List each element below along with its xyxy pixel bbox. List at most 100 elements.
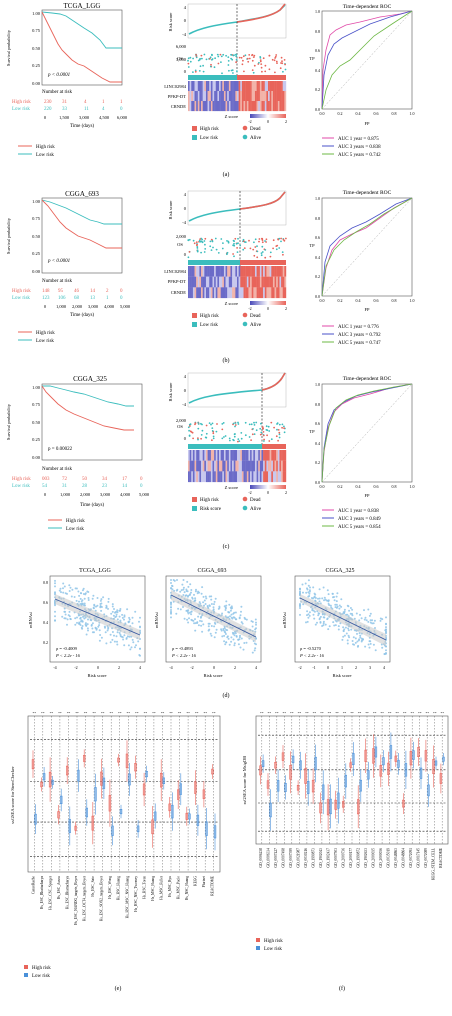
box-category-label: Hs_ESC_Assou: [57, 876, 61, 899]
os-dot: [235, 55, 238, 58]
scatter-point: [214, 631, 217, 634]
box: [409, 751, 413, 766]
scatter-point: [115, 635, 118, 638]
box: [145, 770, 148, 778]
heatmap-cell: [264, 460, 267, 472]
legend-high: High risk: [66, 519, 85, 524]
scatter-point: [217, 607, 220, 610]
significance-mark: **: [358, 711, 362, 715]
roc-xtick: 0.6: [374, 111, 379, 116]
os-dots: [187, 53, 287, 75]
heatmap-cell: [282, 91, 285, 102]
roc-ytick: 0.2: [315, 460, 320, 465]
box-category-label: Hs_ESC_Bhattacharya: [66, 876, 70, 910]
scatter-point: [182, 606, 184, 608]
km-ytick: 0.25: [32, 251, 41, 256]
heatmap-cell: [246, 471, 249, 483]
heatmap-cell: [223, 460, 226, 472]
heatmap-cell: [205, 81, 208, 92]
scatter-point: [119, 635, 122, 638]
heatmap-cell: [274, 81, 277, 92]
box: [314, 756, 317, 771]
heatmap-cell: [197, 471, 200, 483]
scatter-point: [182, 579, 185, 581]
box: [77, 769, 80, 782]
box-category-label: Hs_MSC_Huang: [151, 876, 155, 901]
scatter-point: [64, 610, 67, 613]
scatter-point: [91, 627, 94, 630]
heatmap-cell: [272, 101, 275, 112]
scatter-point: [63, 585, 66, 588]
heatmap-cell: [240, 91, 243, 102]
scatter-point: [123, 618, 125, 621]
box-category-labels: CanceRache Hs_ESC_Bhattacharya Hs_ESC_CSC_…: [31, 875, 214, 925]
heatmap-cell: [214, 276, 216, 288]
os-dot: [261, 241, 264, 244]
os-dot: [238, 440, 241, 442]
heatmap-cell: [246, 276, 249, 288]
os-dot: [201, 57, 203, 60]
os-dot: [227, 56, 230, 58]
scatter-point: [227, 637, 230, 640]
os-dot: [209, 65, 212, 68]
heatmap-cell: [245, 81, 247, 92]
os-dot: [203, 251, 206, 253]
scatter-point: [240, 610, 242, 613]
scatter-xtick: 2: [355, 665, 357, 670]
heatmap-cell: [284, 266, 287, 277]
heatmap-cell: [245, 471, 247, 483]
scatter-point: [204, 595, 207, 598]
scatter-xtick: 4: [383, 665, 385, 670]
os-dot: [273, 59, 276, 62]
roc-yticks: 0.0 0.2 0.4 0.6 0.8 1.0: [315, 9, 320, 112]
km-xtick: 1,500: [59, 115, 70, 121]
heatmap-cell: [266, 287, 269, 299]
heatmap-cell: [223, 101, 226, 112]
scatter-point: [319, 615, 322, 618]
scatter-point: [202, 601, 205, 604]
os-dot: [258, 238, 261, 240]
heatmap-cell: [271, 287, 274, 299]
scatter-point: [77, 590, 80, 593]
scatter-point: [126, 635, 129, 638]
heatmap-cell: [227, 460, 230, 472]
heatmap-cell: [246, 101, 249, 112]
significance-mark: **: [365, 711, 369, 715]
heatmap-cell: [282, 287, 285, 299]
os-dot: [219, 53, 222, 56]
heatmap-cell: [272, 287, 275, 299]
scatter-point: [128, 635, 131, 638]
box-category-label: Hs_HSC_Huang: [117, 876, 121, 900]
heatmap-cell: [209, 450, 212, 461]
heatmap-cell: [271, 450, 274, 461]
heatmap-cell: [217, 287, 220, 299]
risk-cell: 68: [74, 296, 80, 301]
panel-label-d: (d): [223, 692, 230, 699]
heatmap-cell: [228, 276, 231, 288]
scatter-point: [111, 610, 114, 613]
box-category-label: GO_1990872: [357, 848, 361, 868]
scatter-xtick: -4: [169, 665, 172, 670]
scatter-xtick: 2: [234, 665, 236, 670]
os-dot: [265, 425, 268, 428]
heatmap-cell: [264, 91, 267, 102]
score-tick: -4: [182, 402, 186, 407]
os-dot: [189, 60, 192, 63]
os-dot: [222, 242, 224, 245]
scatter-point: [170, 602, 172, 605]
box: [108, 795, 112, 812]
scatter-point: [213, 603, 215, 606]
roc-ytick: 0.6: [315, 48, 320, 53]
heatmap-cell: [235, 471, 238, 483]
scatter-point: [134, 610, 137, 613]
scatter-xtick: 0: [327, 665, 329, 670]
boxplot-f: ssGSEA score for MsigDB ** ** ** ** ** ** ** **…: [242, 711, 449, 952]
scatter-xtick: 2: [118, 665, 120, 670]
km-ytick: 0.50: [32, 46, 41, 51]
auc-3y: AUC 3 years = 0.792: [338, 333, 381, 338]
box: [34, 813, 37, 825]
scatter-point: [359, 634, 362, 637]
os-dot: [271, 58, 274, 61]
km-xlabel: Time (days): [80, 503, 104, 508]
scatter-point: [131, 616, 134, 619]
